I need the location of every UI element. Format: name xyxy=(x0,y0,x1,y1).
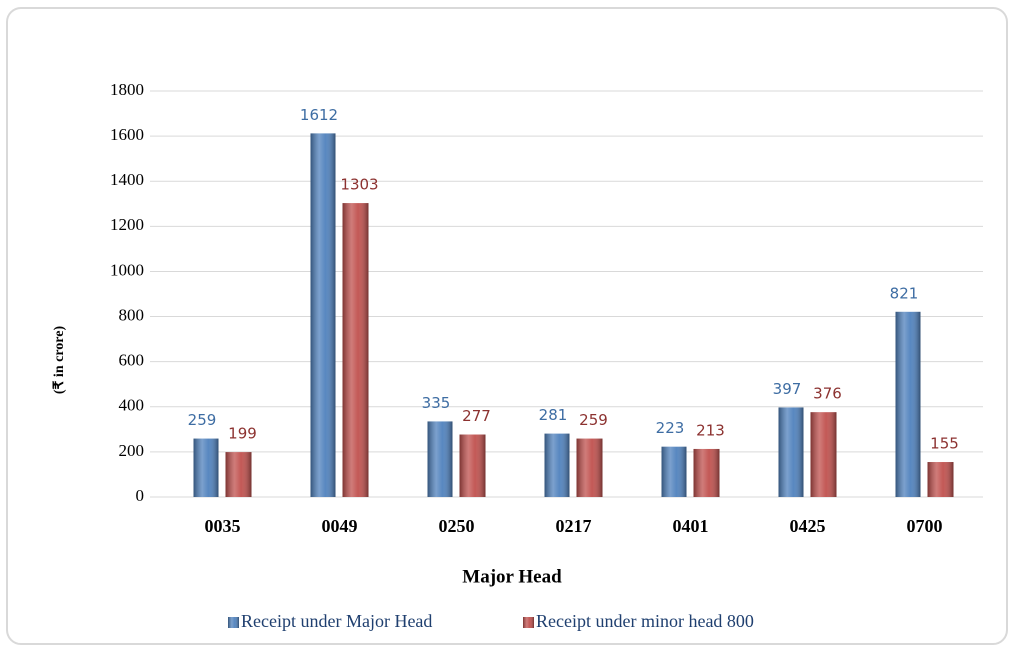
legend-swatch-shade xyxy=(228,617,239,628)
x-axis-label: Major Head xyxy=(462,566,562,587)
data-label: 155 xyxy=(930,435,959,453)
data-label: 199 xyxy=(228,425,257,443)
y-tick-label: 0 xyxy=(136,486,145,505)
bar-shade xyxy=(810,412,837,497)
bar-shade xyxy=(427,421,453,497)
x-tick-label: 0035 xyxy=(205,516,241,536)
y-tick-label: 1200 xyxy=(110,215,144,234)
y-tick-label: 1400 xyxy=(110,170,144,189)
x-tick-label: 0217 xyxy=(556,516,592,536)
y-axis-label: (₹ in crore) xyxy=(52,326,67,395)
data-label: 335 xyxy=(422,394,451,412)
x-tick-label: 0700 xyxy=(907,516,943,536)
bar-shade xyxy=(544,433,570,497)
x-tick-label: 0250 xyxy=(439,516,475,536)
y-tick-label: 1800 xyxy=(110,80,144,99)
data-label: 1612 xyxy=(300,106,338,124)
data-label: 259 xyxy=(188,411,217,429)
bar-shade xyxy=(310,133,336,497)
bar-shade xyxy=(927,462,954,497)
bar-shade xyxy=(693,448,720,497)
bar-shade xyxy=(342,203,369,497)
bar-shade xyxy=(193,438,219,497)
bar-shade xyxy=(778,407,804,497)
data-label: 277 xyxy=(462,407,491,425)
y-tick-label: 600 xyxy=(119,351,145,370)
y-tick-label: 1000 xyxy=(110,260,144,279)
legend-swatch-shade xyxy=(523,617,534,628)
bar-shade xyxy=(661,446,687,497)
data-label: 281 xyxy=(539,406,568,424)
frame xyxy=(6,7,1008,645)
data-label: 821 xyxy=(890,284,919,302)
x-tick-label: 0401 xyxy=(673,516,709,536)
y-tick-label: 200 xyxy=(119,441,145,460)
data-label: 376 xyxy=(813,385,842,403)
bar-shade xyxy=(225,452,252,497)
legend-label: Receipt under minor head 800 xyxy=(536,611,754,631)
bar-shade xyxy=(576,438,603,497)
x-tick-label: 0425 xyxy=(790,516,826,536)
legend-label: Receipt under Major Head xyxy=(241,611,432,631)
y-tick-label: 800 xyxy=(119,305,145,324)
data-label: 213 xyxy=(696,421,725,439)
bar-shade xyxy=(895,311,921,497)
data-label: 223 xyxy=(656,419,685,437)
y-tick-label: 400 xyxy=(119,396,145,415)
bar-shade xyxy=(459,434,486,497)
x-tick-label: 0049 xyxy=(322,516,358,536)
data-label: 1303 xyxy=(340,176,378,194)
y-tick-label: 1600 xyxy=(110,125,144,144)
data-label: 259 xyxy=(579,411,608,429)
data-label: 397 xyxy=(773,380,802,398)
